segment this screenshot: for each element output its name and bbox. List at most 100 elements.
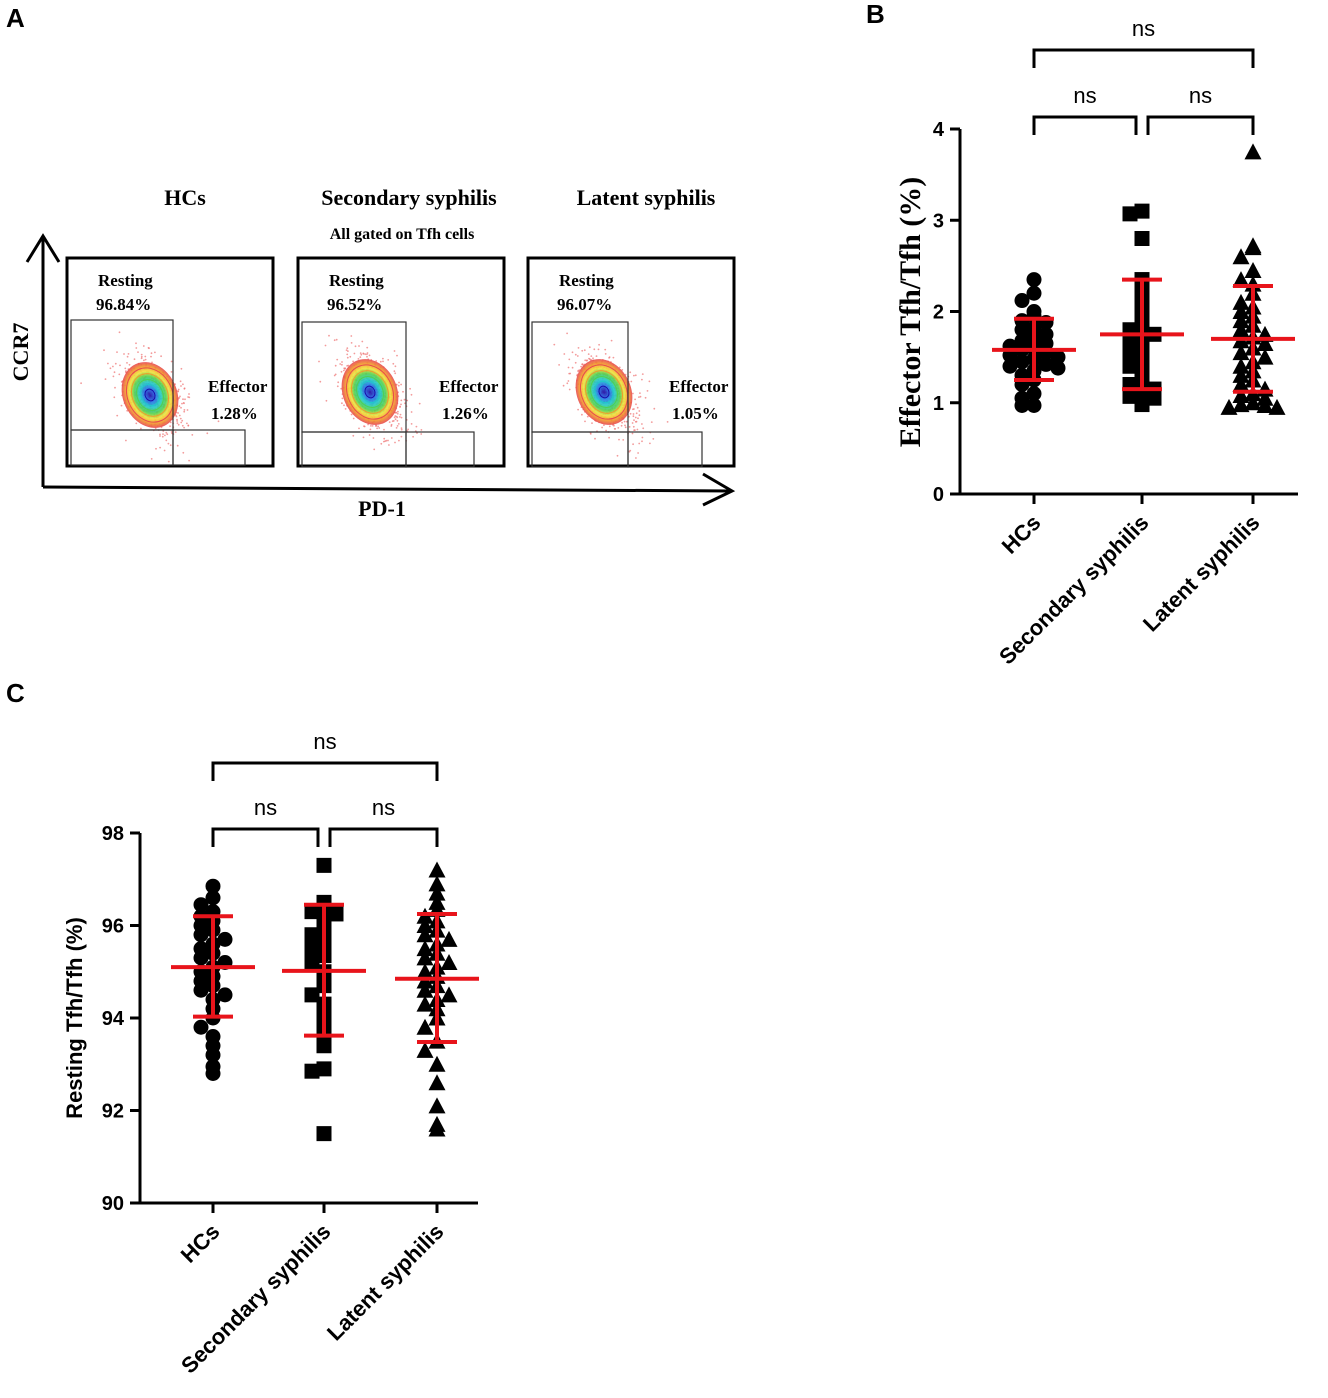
pd1-axis-arrowhead bbox=[702, 472, 736, 507]
y-tick-label: 98 bbox=[102, 823, 124, 845]
flow-event-dot bbox=[563, 353, 566, 355]
flow-event-dot bbox=[624, 424, 626, 427]
data-point-triangle bbox=[1232, 366, 1250, 383]
flow-event-dot bbox=[206, 432, 209, 435]
data-point-circle bbox=[1026, 285, 1042, 301]
data-point-square bbox=[1134, 397, 1150, 413]
flow-event-dot bbox=[649, 442, 651, 445]
data-point-triangle bbox=[1232, 321, 1250, 338]
flow-event-dot bbox=[406, 399, 409, 402]
flow-contour-ring bbox=[598, 385, 610, 399]
flow-event-dot bbox=[366, 353, 368, 356]
data-point-square bbox=[316, 857, 332, 873]
data-point-square bbox=[1134, 231, 1150, 246]
significance-label: ns bbox=[1132, 16, 1155, 41]
flow-event-dot bbox=[646, 390, 649, 392]
significance-bracket bbox=[328, 827, 439, 847]
data-point-triangle bbox=[1232, 312, 1250, 329]
flow-event-dot bbox=[566, 332, 568, 335]
data-point-square bbox=[1122, 206, 1138, 222]
flow-event-dot bbox=[104, 378, 107, 380]
flow-event-dot bbox=[174, 431, 177, 433]
x-category-label: Latent syphilis bbox=[1138, 510, 1265, 637]
flow-event-dot bbox=[334, 364, 337, 367]
data-point-triangle bbox=[1244, 394, 1262, 411]
flow-contour-ring bbox=[140, 383, 160, 407]
flow-event-dot bbox=[584, 359, 587, 362]
flow-event-dot bbox=[135, 347, 138, 349]
flow-event-dot bbox=[407, 428, 409, 431]
flow-event-dot bbox=[593, 348, 596, 351]
flow-event-dot bbox=[400, 435, 403, 438]
data-point-triangle bbox=[416, 926, 434, 943]
flow-event-dot bbox=[368, 354, 371, 357]
flow-contour-ring bbox=[360, 380, 380, 404]
panel-b-label: B bbox=[866, 0, 885, 29]
effector-gate-label: Effector bbox=[208, 377, 268, 396]
flow-event-dot bbox=[653, 407, 656, 410]
flow-event-dot bbox=[620, 424, 623, 427]
data-point-triangle bbox=[428, 1097, 446, 1114]
flow-event-dot bbox=[346, 347, 349, 350]
flow-event-dot bbox=[128, 363, 131, 366]
flow-event-dot bbox=[634, 416, 637, 419]
flow-event-dot bbox=[370, 425, 372, 427]
flow-event-dot bbox=[169, 421, 172, 424]
flow-event-dot bbox=[635, 457, 637, 459]
flow-event-dot bbox=[341, 363, 343, 366]
flow-event-dot bbox=[127, 353, 130, 355]
data-point-circle bbox=[193, 1019, 209, 1035]
flow-event-dot bbox=[383, 437, 386, 440]
data-point-triangle bbox=[1232, 386, 1250, 403]
data-point-circle bbox=[205, 878, 221, 894]
flow-event-dot bbox=[393, 350, 396, 352]
flow-event-dot bbox=[400, 399, 403, 402]
data-point-triangle bbox=[440, 986, 458, 1003]
flow-event-dot bbox=[641, 378, 643, 381]
flow-event-dot bbox=[371, 425, 374, 427]
flow-event-dot bbox=[335, 338, 338, 341]
flow-event-dot bbox=[142, 345, 145, 347]
flow-event-dot bbox=[394, 365, 397, 368]
resting-gate-percent: 96.52% bbox=[327, 295, 382, 314]
flow-event-dot bbox=[637, 417, 639, 420]
y-tick-label: 94 bbox=[102, 1008, 125, 1030]
significance-bracket bbox=[1032, 48, 1255, 68]
flow-event-dot bbox=[587, 353, 590, 355]
effector-gate-label: Effector bbox=[439, 377, 499, 396]
y-tick-label: 96 bbox=[102, 916, 124, 938]
ccr7-axis-label: CCR7 bbox=[8, 323, 33, 382]
flow-event-dot bbox=[601, 426, 603, 429]
flow-event-dot bbox=[344, 367, 347, 370]
flow-event-dot bbox=[369, 428, 372, 431]
significance-bracket bbox=[1146, 115, 1255, 135]
flow-event-dot bbox=[639, 392, 641, 394]
flow-event-dot bbox=[343, 404, 345, 407]
pd1-axis-label: PD-1 bbox=[358, 496, 406, 521]
data-point-square bbox=[1122, 358, 1138, 374]
flow-event-dot bbox=[390, 423, 393, 426]
data-point-triangle bbox=[416, 981, 434, 998]
flow-event-dot bbox=[179, 417, 182, 420]
flow-event-dot bbox=[144, 355, 147, 358]
data-point-triangle bbox=[416, 995, 434, 1012]
data-point-circle bbox=[1050, 349, 1066, 365]
flow-event-dot bbox=[397, 423, 400, 425]
flow-event-dot bbox=[580, 365, 582, 368]
flow-event-dot bbox=[350, 335, 353, 337]
flow-event-dot bbox=[628, 426, 631, 428]
flow-event-dot bbox=[583, 349, 586, 352]
flow-event-dot bbox=[164, 434, 166, 437]
flow-event-dot bbox=[373, 448, 376, 451]
flow-event-dot bbox=[614, 428, 617, 430]
flow-event-dot bbox=[636, 428, 639, 431]
flow-event-dot bbox=[641, 440, 643, 443]
flow-event-dot bbox=[336, 358, 339, 361]
flow-event-dot bbox=[577, 408, 579, 411]
flow-event-dot bbox=[605, 429, 607, 432]
flow-event-dot bbox=[161, 435, 164, 438]
flow-event-dot bbox=[116, 351, 118, 353]
flow-event-dot bbox=[375, 360, 378, 362]
